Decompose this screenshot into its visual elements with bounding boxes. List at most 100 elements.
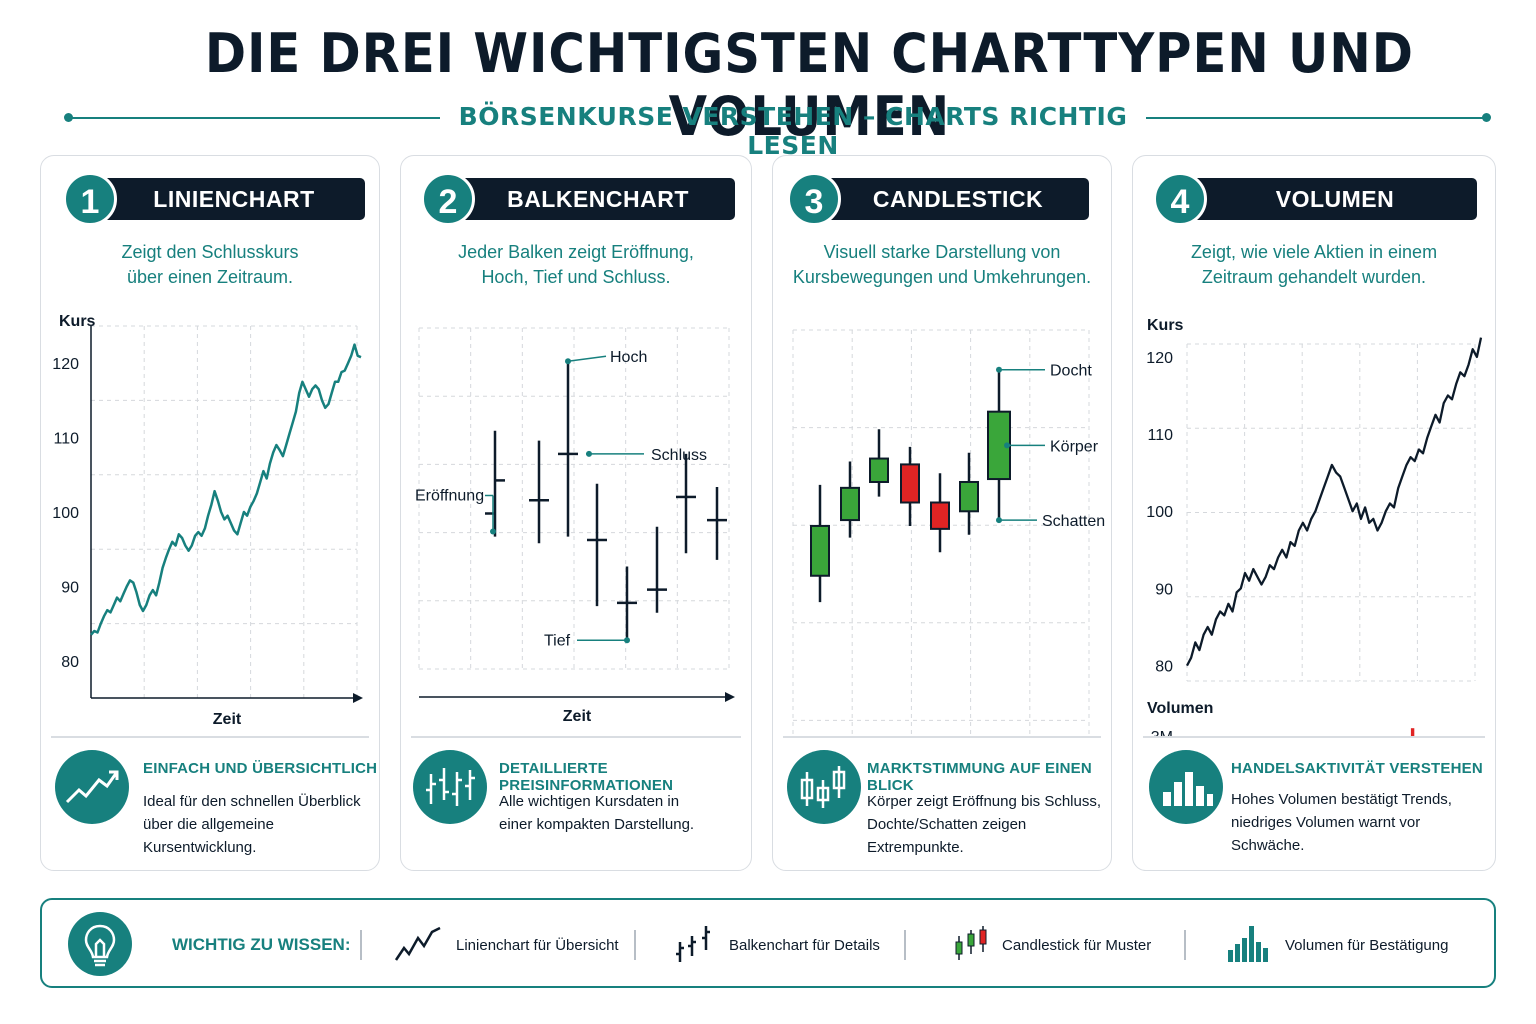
card-title: CANDLESTICK [827,178,1089,220]
feature-text: Körper zeigt Eröffnung bis Schluss, Doch… [867,790,1111,859]
annotation-shadow: Schatten [1042,513,1105,530]
feature-text-line2: Dochte/Schatten zeigen Extrempunkte. [867,816,1027,856]
annotation-open: Eröffnung [415,488,484,505]
x-axis-arrow [353,693,363,703]
page-subtitle: BÖRSENKURSE VERSTEHEN – CHARTS RICHTIG L… [458,102,1128,160]
candle-body [810,524,830,577]
candlestick-icon [787,750,861,824]
page-title: DIE DREI WICHTIGSTEN CHARTTYPEN UND VOLU… [204,22,1414,148]
annotation-dot-close [586,450,592,457]
card-volumen: 4 VOLUMEN Zeigt, wie viele Aktien in ein… [1132,155,1496,871]
feature-text-line2: über die allgemeine Kursentwicklung. [143,816,274,856]
card-number: 4 [1153,172,1207,226]
feature-text: Hohes Volumen bestätigt Trends, niedrige… [1231,788,1495,857]
card-title: VOLUMEN [1193,178,1477,220]
card-description-line1: Zeigt den Schlusskurs [121,242,299,262]
y-tick-label: 80 [61,654,79,671]
separator [360,930,362,960]
candle-body [930,501,950,530]
y-tick-label: 90 [1155,581,1173,598]
volume-bar [1410,728,1415,736]
annotation-high: Hoch [610,349,647,366]
separator [904,930,906,960]
feature-title: DETAILLIERTE PREISINFORMATIONEN [499,760,674,794]
subtitle-row: BÖRSENKURSE VERSTEHEN – CHARTS RICHTIG L… [64,100,1491,160]
line-chart: 80 90 100 110 120 Kurs Zeit [52,313,363,728]
legend-label: Candlestick für Muster [1002,937,1152,954]
feature-text-line1: Ideal für den schnellen Überblick [143,793,361,810]
legend-label: Balkenchart für Details [729,937,880,954]
card-title: BALKENCHART [461,178,735,220]
volume-icon [1228,926,1268,962]
card-description: Zeigt, wie viele Aktien in einem Zeitrau… [1143,240,1485,290]
candle-body [959,480,979,513]
card-description: Jeder Balken zeigt Eröffnung, Hoch, Tief… [411,240,741,290]
line-chart-icon [394,926,441,961]
candlestick-icon [955,926,987,960]
card-divider [1143,736,1485,738]
info-bar: WICHTIG ZU WISSEN: Linienchart für Übers… [40,898,1496,988]
feature-title: HANDELSAKTIVITÄT VERSTEHEN [1231,760,1483,777]
card-divider [51,736,369,738]
feature-title: EINFACH UND ÜBERSICHTLICH [143,760,378,777]
candle-body [869,457,889,483]
y-tick-label: 90 [61,579,79,596]
feature-text-line2: einer kompakten Darstellung. [499,816,695,833]
annotation-dot-body [1004,442,1010,449]
card-linienchart: 1 LINIENCHART Zeigt den Schlusskurs über… [40,155,380,871]
card-description: Zeigt den Schlusskurs über einen Zeitrau… [51,240,369,290]
y-tick-label: 100 [52,505,79,522]
feature-text-line1: Alle wichtigen Kursdaten in [499,793,680,810]
annotation-dot-shadow [996,517,1002,524]
feature-text-line1: Hohes Volumen bestätigt Trends, [1231,791,1452,808]
card-divider [411,736,741,738]
lightbulb-icon [68,912,132,976]
y-axis-label: Kurs [1147,317,1184,334]
annotation-dot-open [490,528,496,535]
y-axis-label: Kurs [59,313,96,330]
candle-body [840,486,860,522]
feature-title: MARKTSTIMMUNG AUF EINEN BLICK [867,760,1092,794]
y-tick-label: 100 [1146,504,1173,521]
legend-label: Volumen für Bestätigung [1285,937,1449,954]
card-description-line2: Kursbewegungen und Umkehrungen. [792,267,1092,287]
candlestick-chart: ZeitDochtKörperSchatten [792,329,1105,736]
y-tick-label: 110 [1147,427,1173,444]
separator [634,930,636,960]
volume-axis-label: Volumen [1147,700,1213,717]
card-number: 3 [787,172,841,226]
bar-chart-icon [676,926,710,962]
y-tick-label: 120 [1146,350,1173,367]
x-axis-label: Zeit [563,708,592,725]
annotation-wick: Docht [1050,363,1092,380]
price-line [90,343,362,636]
trend-up-icon [55,750,129,824]
annotation-line-high [567,355,607,362]
legend-label: Linienchart für Übersicht [456,937,619,954]
y-tick-label: 110 [53,431,79,448]
annotation-dot-low [624,637,630,644]
feature-text-line1: Körper zeigt Eröffnung bis Schluss, [867,793,1102,810]
price-line [1185,337,1483,667]
card-description: Visuell starke Darstellung von Kursbeweg… [783,240,1101,290]
ohlc-bars-icon [413,750,487,824]
card-description-line1: Visuell starke Darstellung von [823,242,1061,262]
feature-text: Alle wichtigen Kursdaten in einer kompak… [499,790,694,836]
card-description-line1: Jeder Balken zeigt Eröffnung, [458,242,694,262]
feature-text: Ideal für den schnellen Überblick über d… [143,790,379,859]
card-description-line2: über einen Zeitraum. [126,267,294,287]
candle-body [900,463,920,504]
annotation-close: Schluss [651,447,707,464]
y-tick-label: 80 [1155,659,1173,676]
ohlc-bar-chart: Zeit Hoch Schluss Eröffnung Tief [415,327,735,725]
info-bar-title: WICHTIG ZU WISSEN: [172,935,351,954]
card-description-line2: Zeitraum gehandelt wurden. [1201,267,1427,287]
subtitle-dot-right [1482,113,1491,122]
annotation-low: Tief [544,632,571,649]
subtitle-line-right [1146,117,1488,119]
volume-tick-label: 3M [1151,729,1173,736]
feature-text-line2: niedriges Volumen warnt vor Schwäche. [1231,814,1421,854]
card-number: 2 [421,172,475,226]
card-number: 1 [63,172,117,226]
card-description-line1: Zeigt, wie viele Aktien in einem [1190,242,1438,262]
